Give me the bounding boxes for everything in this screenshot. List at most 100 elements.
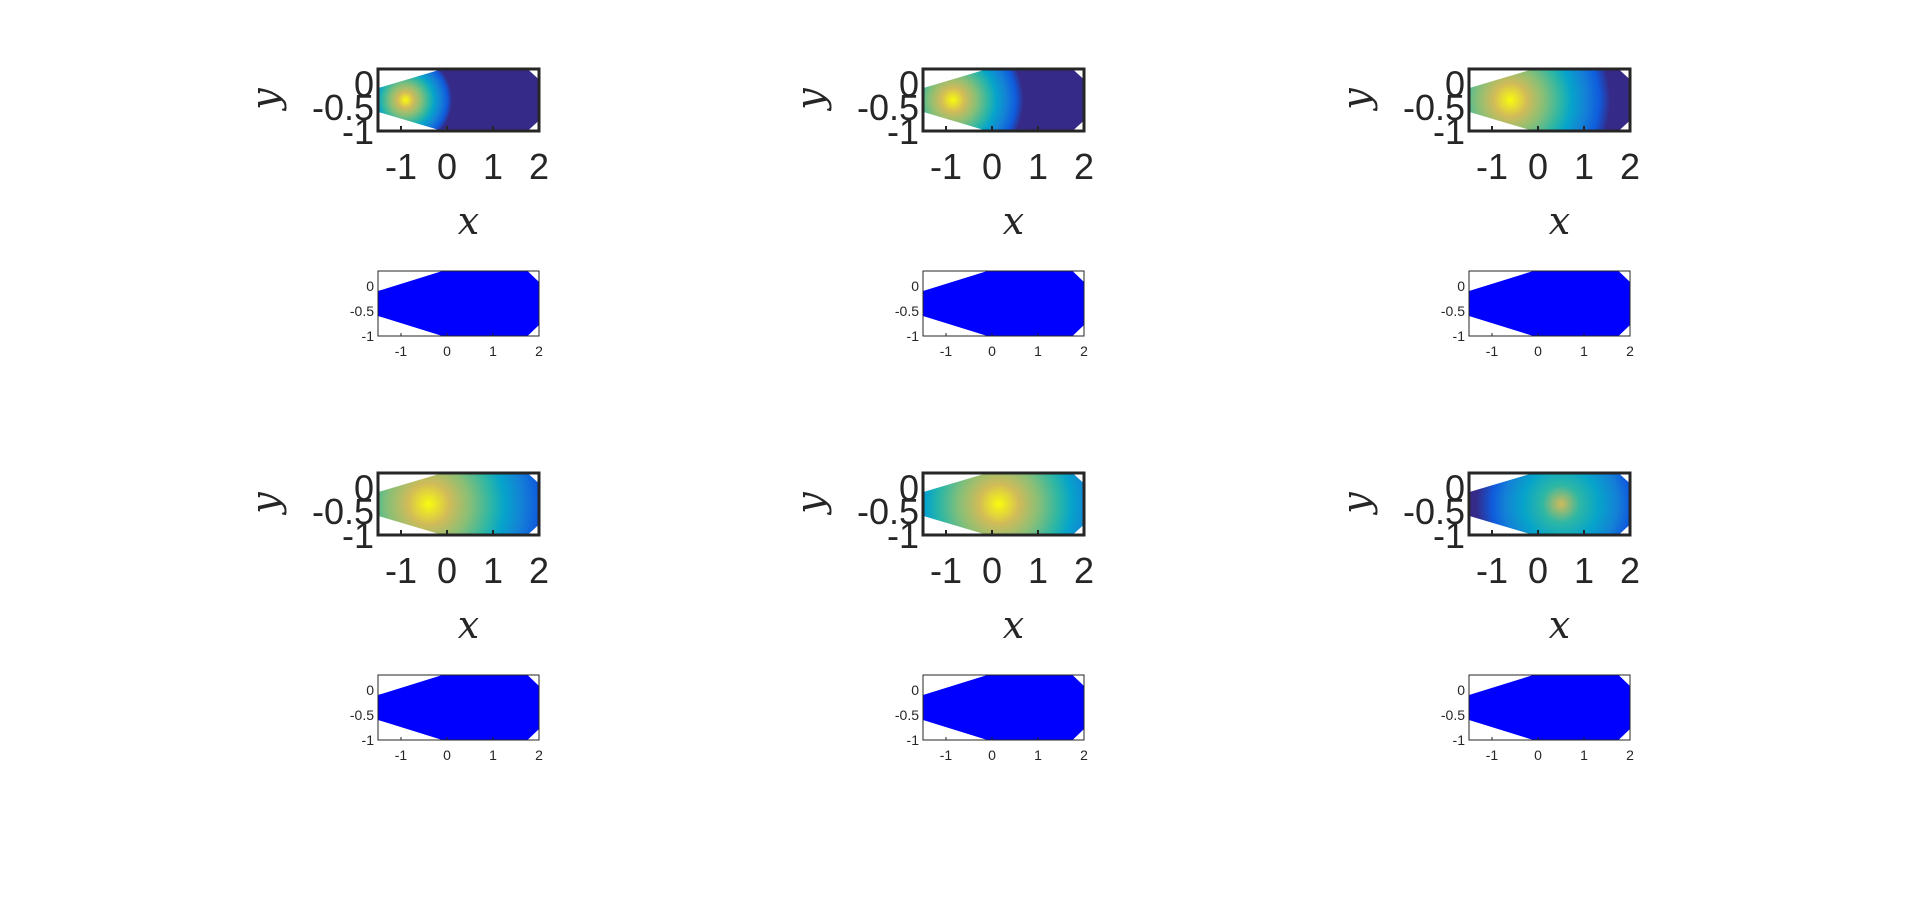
scatter-points <box>378 271 539 336</box>
y-tick-label: -1 <box>1433 515 1465 556</box>
y-tick-label: -1 <box>1453 328 1466 344</box>
axes-box <box>921 471 1086 537</box>
x-tick-label: 0 <box>1528 146 1548 187</box>
x-tick-label: 2 <box>1080 343 1088 359</box>
scatter-points <box>1469 271 1630 336</box>
x-tick-label: 2 <box>1620 146 1640 187</box>
scatter-panel-r2-c1: -1 0 1 2 0 -0.5 -1 <box>350 674 543 763</box>
x-tick-label: 1 <box>489 343 497 359</box>
scatter-points <box>1469 675 1630 740</box>
axes-box <box>377 270 540 337</box>
axes-box <box>1467 67 1632 133</box>
heatmap-panel-r2-c3: -1 0 1 20-0.5-1xy <box>1334 467 1640 647</box>
x-tick-label: 1 <box>1034 747 1042 763</box>
x-tick-label: -1 <box>930 550 962 591</box>
x-tick-label: -1 <box>1486 747 1499 763</box>
heatmap-panel-r1-c3: -1 0 1 20-0.5-1xy <box>1334 63 1640 243</box>
x-tick-label: 2 <box>1074 550 1094 591</box>
axes-box <box>1468 674 1631 741</box>
x-tick-label: 2 <box>1620 550 1640 591</box>
y-tick-label: 0 <box>1445 467 1465 508</box>
x-tick-label: 0 <box>982 550 1002 591</box>
heatmap-field <box>1469 473 1630 535</box>
y-axis-label: y <box>788 88 832 112</box>
y-tick-label: -1 <box>362 732 375 748</box>
x-axis-label: x <box>458 603 479 647</box>
x-tick-label: 1 <box>483 146 503 187</box>
x-tick-label: 2 <box>1626 747 1634 763</box>
y-tick-label: 0 <box>366 278 374 294</box>
y-tick-label: 0 <box>366 682 374 698</box>
y-axis-label: y <box>788 492 832 516</box>
y-tick-label: -0.5 <box>857 87 919 128</box>
x-axis-label: x <box>1003 199 1024 243</box>
y-tick-label: -1 <box>1433 111 1465 152</box>
y-tick-label: -0.5 <box>1441 707 1465 723</box>
x-tick-label: -1 <box>395 747 408 763</box>
y-tick-label: 0 <box>1445 63 1465 104</box>
heatmap-field <box>1469 69 1630 131</box>
y-tick-label: -1 <box>362 328 375 344</box>
y-tick-label: -0.5 <box>1403 87 1465 128</box>
x-axis-label: x <box>1003 603 1024 647</box>
x-tick-label: 0 <box>988 343 996 359</box>
heatmap-panel-r1-c1: -1 0 1 20-0.5-1xy <box>243 63 549 243</box>
scatter-panel-r1-c2: -1 0 1 2 0 -0.5 -1 <box>895 270 1088 359</box>
x-tick-label: 0 <box>982 146 1002 187</box>
heatmap-field <box>923 473 1084 535</box>
y-tick-label: -0.5 <box>1403 491 1465 532</box>
x-tick-label: -1 <box>940 747 953 763</box>
scatter-panel-r1-c1: -1 0 1 2 0 -0.5 -1 <box>350 270 543 359</box>
y-tick-label: -0.5 <box>895 303 919 319</box>
scatter-panel-r2-c2: -1 0 1 2 0 -0.5 -1 <box>895 674 1088 763</box>
axes-box <box>1468 270 1631 337</box>
scatter-panel-r1-c3: -1 0 1 2 0 -0.5 -1 <box>1441 270 1634 359</box>
y-tick-label: -0.5 <box>350 707 374 723</box>
y-tick-label: 0 <box>899 63 919 104</box>
heatmap-field <box>378 69 539 131</box>
x-tick-label: -1 <box>1486 343 1499 359</box>
x-tick-label: 1 <box>1028 550 1048 591</box>
x-tick-label: 2 <box>1080 747 1088 763</box>
x-tick-label: -1 <box>1476 550 1508 591</box>
axes-box <box>376 471 541 537</box>
x-tick-label: 1 <box>489 747 497 763</box>
y-tick-label: -1 <box>907 732 920 748</box>
y-axis-label: y <box>243 88 287 112</box>
x-tick-label: 1 <box>1580 343 1588 359</box>
axes-box <box>376 67 541 133</box>
y-tick-label: -1 <box>342 515 374 556</box>
y-tick-label: 0 <box>1457 682 1465 698</box>
axes-box <box>921 67 1086 133</box>
x-tick-label: 2 <box>529 550 549 591</box>
x-tick-label: -1 <box>385 146 417 187</box>
axes-box <box>922 270 1085 337</box>
y-tick-label: -1 <box>907 328 920 344</box>
x-tick-label: 2 <box>535 747 543 763</box>
x-tick-label: 1 <box>1034 343 1042 359</box>
y-tick-label: 0 <box>911 682 919 698</box>
x-tick-label: -1 <box>940 343 953 359</box>
heatmap-panel-r2-c2: -1 0 1 20-0.5-1xy <box>788 467 1094 647</box>
x-tick-label: -1 <box>385 550 417 591</box>
y-tick-label: -0.5 <box>895 707 919 723</box>
x-tick-label: 0 <box>1534 343 1542 359</box>
y-tick-label: -0.5 <box>1441 303 1465 319</box>
heatmap-field <box>378 473 539 535</box>
x-tick-label: -1 <box>395 343 408 359</box>
y-tick-label: -1 <box>887 515 919 556</box>
heatmap-panel-r1-c2: -1 0 1 20-0.5-1xy <box>788 63 1094 243</box>
y-tick-label: 0 <box>354 63 374 104</box>
y-tick-label: 0 <box>354 467 374 508</box>
x-tick-label: 2 <box>535 343 543 359</box>
y-tick-label: -0.5 <box>312 87 374 128</box>
y-tick-label: -1 <box>342 111 374 152</box>
x-tick-label: 1 <box>1580 747 1588 763</box>
y-tick-label: -0.5 <box>350 303 374 319</box>
y-tick-label: -1 <box>887 111 919 152</box>
x-tick-label: 1 <box>483 550 503 591</box>
y-axis-label: y <box>243 492 287 516</box>
x-tick-label: -1 <box>930 146 962 187</box>
axes-box <box>922 674 1085 741</box>
